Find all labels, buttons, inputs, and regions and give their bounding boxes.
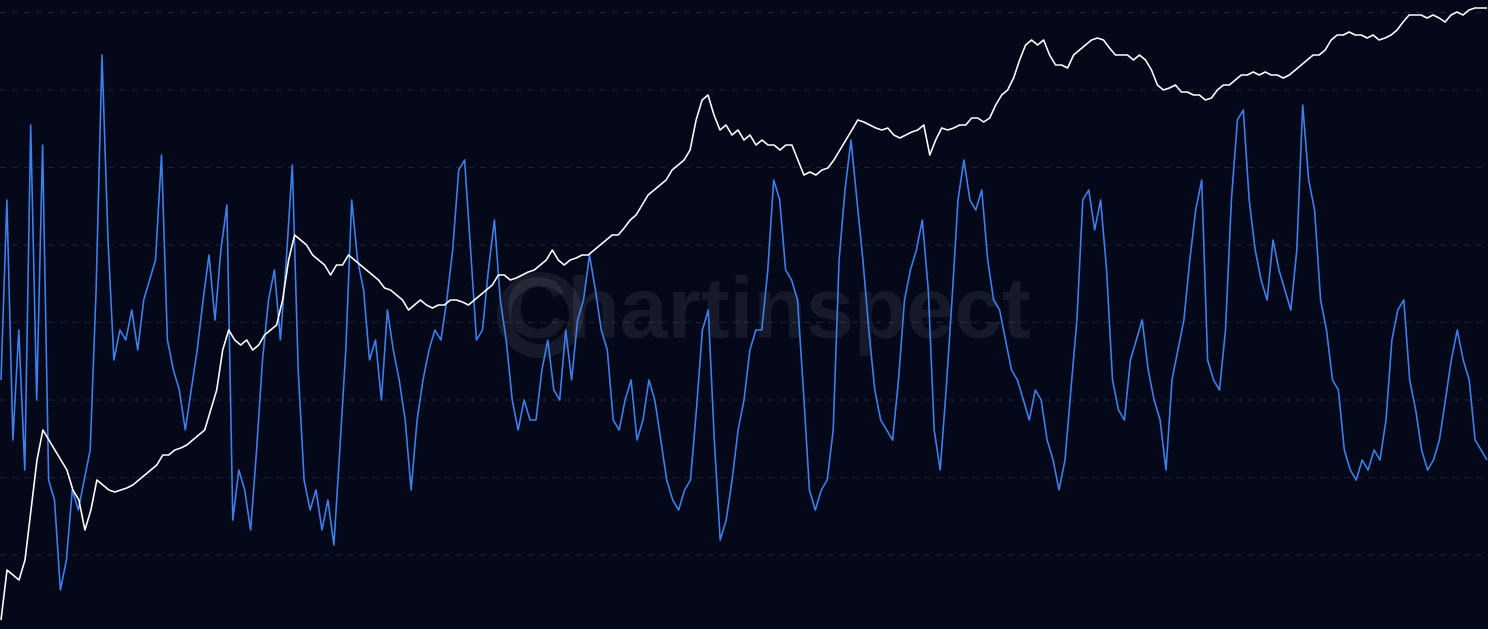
watermark-icon <box>497 272 583 358</box>
lines <box>0 7 1488 621</box>
series-line <box>0 54 1488 591</box>
series-line <box>0 7 1487 621</box>
